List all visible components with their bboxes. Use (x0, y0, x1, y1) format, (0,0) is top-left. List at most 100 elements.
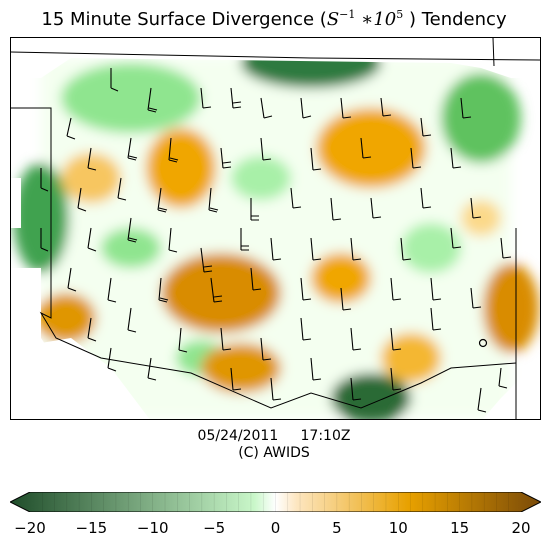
orange-blob (146, 128, 216, 208)
wind-barb (230, 367, 242, 391)
wind-barb (460, 97, 472, 119)
wind-barb (350, 327, 362, 351)
wind-barb (250, 198, 259, 221)
station-marker (478, 338, 488, 348)
wind-barb (310, 237, 322, 261)
wind-barb (350, 377, 362, 401)
green-blob (231, 156, 291, 200)
boundary-line (492, 38, 495, 67)
wind-barb (110, 68, 119, 92)
orange-blob (483, 263, 539, 353)
wind-barb (178, 327, 188, 353)
wind-barb (67, 267, 77, 292)
wind-barb (157, 187, 168, 213)
colorbar-tick-label: −20 (14, 519, 46, 537)
wind-barb (208, 187, 219, 213)
wind-barb (290, 187, 302, 209)
wind-barb (430, 277, 442, 301)
wind-barb (390, 367, 402, 391)
orange-blob (161, 253, 281, 333)
wind-barb (400, 237, 412, 261)
wind-barb (127, 137, 138, 161)
green-blob (101, 228, 161, 268)
orange-blob (381, 333, 441, 383)
wind-barb (370, 197, 382, 219)
wind-barb (200, 87, 212, 109)
wind-barb (260, 337, 272, 361)
wind-barb (200, 247, 213, 273)
wind-barb (147, 87, 158, 113)
colorbar-tick-label: 20 (511, 519, 531, 537)
wind-barb (220, 147, 232, 169)
wind-barb (87, 147, 97, 171)
orange-blob (61, 153, 121, 203)
wind-barb (87, 317, 97, 342)
wind-barb (220, 327, 232, 351)
wind-barb (260, 137, 272, 161)
wind-barb (498, 367, 508, 389)
green-blob (441, 73, 521, 163)
green-blob (61, 63, 201, 133)
wind-barb (300, 317, 312, 341)
wind-barb (470, 287, 482, 309)
colorbar-tick-label: −5 (203, 519, 226, 537)
wind-barb (270, 377, 282, 401)
colorbar-tick-label: 0 (270, 519, 281, 537)
divergence-map (10, 37, 541, 420)
wind-barb (117, 177, 127, 201)
green-blob (13, 163, 69, 273)
orange-blob (36, 293, 96, 343)
wind-barb (360, 137, 372, 159)
wind-barb (470, 197, 482, 219)
boundary-line (11, 51, 540, 61)
wind-barb (450, 227, 462, 249)
wind-barb (420, 187, 432, 209)
timestamp-time: 17:10Z (300, 428, 351, 444)
orange-blob (201, 343, 281, 393)
wind-barb (410, 147, 422, 169)
wind-barb (77, 187, 87, 212)
colorbar-tick-label: 15 (450, 519, 470, 537)
wind-barb (500, 237, 512, 259)
wind-barb (260, 97, 273, 119)
wind-barb (330, 197, 342, 221)
green-blob (331, 373, 411, 419)
wind-barb (300, 277, 312, 301)
credit-label: (C) AWIDS (238, 445, 310, 461)
wind-barb (300, 97, 312, 119)
wind-barb (210, 277, 223, 303)
timestamp: 05/24/2011 17:10Z (0, 428, 548, 444)
wind-barb (40, 228, 49, 252)
wind-barb (310, 147, 322, 171)
wind-barb (380, 97, 392, 117)
wind-barb (40, 168, 49, 192)
wind-barb (168, 227, 178, 253)
wind-barb (158, 277, 169, 303)
wind-barb (127, 307, 137, 333)
colorbar (8, 491, 543, 513)
wind-barb (390, 327, 402, 351)
wind-barb (430, 307, 442, 331)
colorbar-tick-label: 10 (388, 519, 408, 537)
state-boundaries (11, 38, 540, 419)
wind-barb (107, 347, 117, 372)
wind-barb (250, 267, 262, 291)
colorbar-tick-label: 5 (332, 519, 342, 537)
wind-barb (127, 217, 138, 243)
wind-barb (147, 357, 157, 381)
wind-barb (350, 237, 362, 261)
no-data-mask (11, 38, 540, 419)
wind-barb (240, 228, 249, 251)
wind-barb (450, 147, 462, 169)
timestamp-date: 05/24/2011 (197, 428, 279, 444)
wind-barb (230, 87, 242, 109)
colorbar-tick-label: −10 (136, 519, 169, 537)
wind-barb (87, 227, 97, 252)
orange-blob (461, 200, 501, 236)
orange-blob (316, 108, 426, 188)
wind-barbs (40, 68, 512, 413)
boundary-line (11, 107, 517, 409)
green-blob (401, 223, 461, 273)
wind-barb (107, 277, 117, 303)
wind-barb (66, 117, 76, 140)
